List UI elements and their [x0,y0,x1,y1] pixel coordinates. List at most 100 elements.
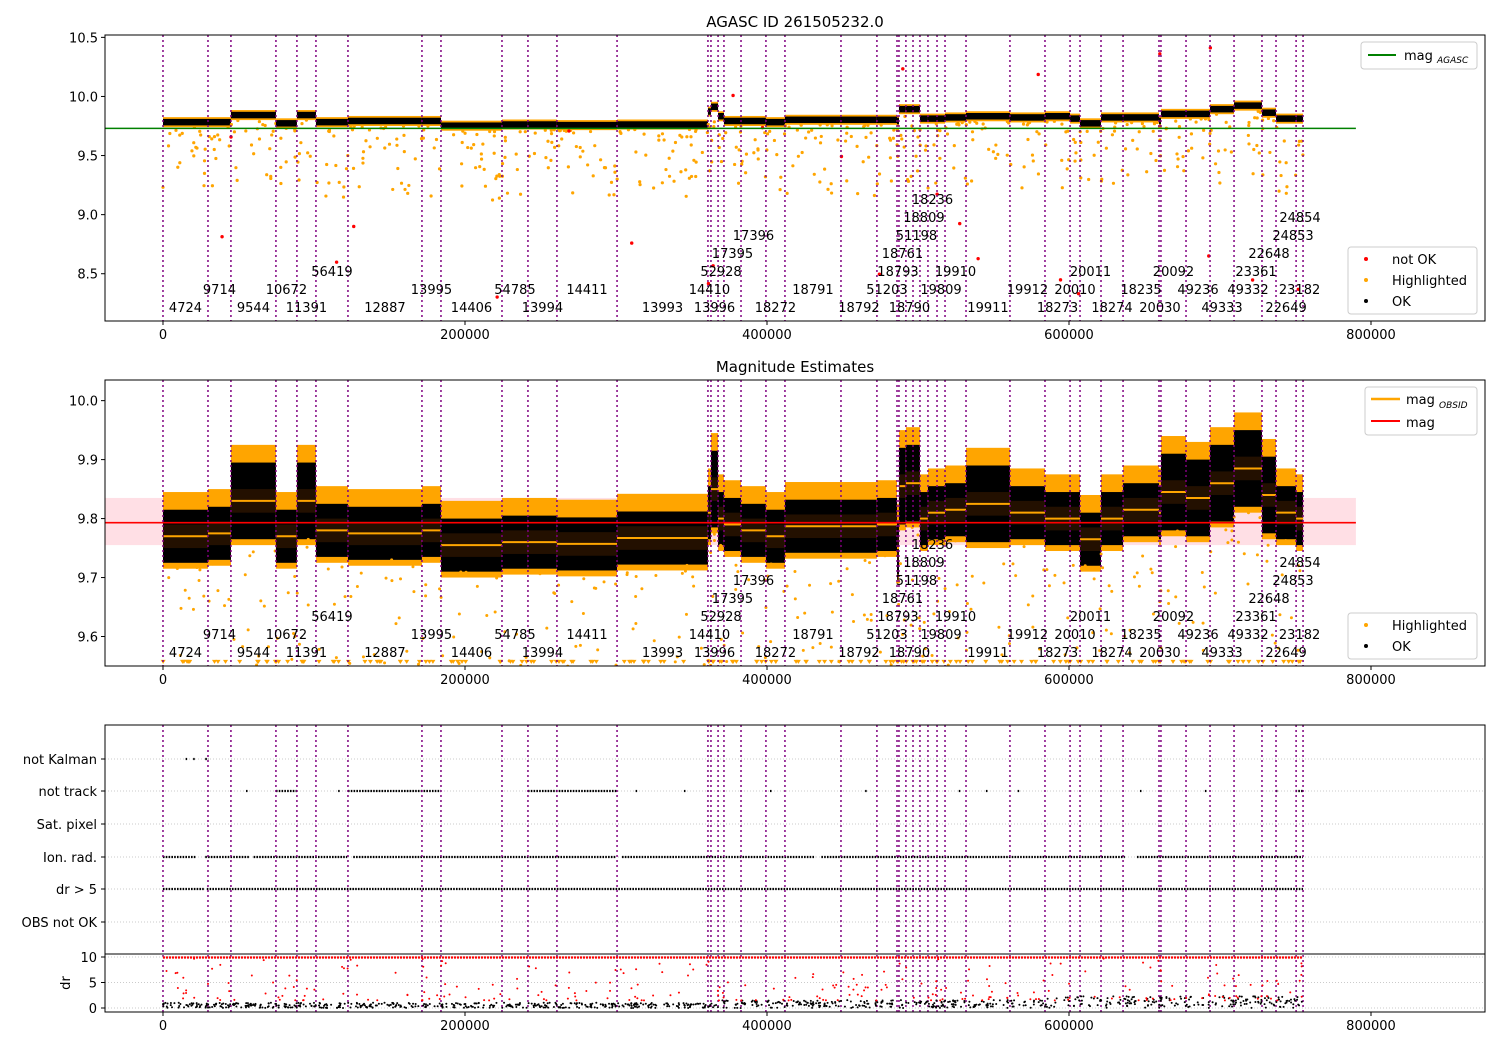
dr-point [755,1003,758,1006]
highlighted-point [424,583,428,587]
dr-point [736,1002,739,1005]
highlighted-point [1265,559,1269,563]
highlighted-point [916,533,920,537]
clipped-low-marker [983,659,989,664]
clipped-low-marker [816,659,822,664]
highlighted-point [472,143,476,147]
highlighted-point [578,643,582,647]
dr-point [532,1004,535,1007]
dr-point [1039,1004,1042,1007]
obsid-label: 23182 [1279,283,1320,298]
dr-not-ok-point [1029,998,1032,1001]
highlighted-point [174,128,178,132]
ok-band [315,118,348,126]
dr-point [177,1001,180,1004]
clipped-low-marker [828,659,834,664]
obsid-label: 49332 [1227,283,1268,298]
dr-tick-label: 0 [89,1002,97,1017]
dr-not-ok-point [216,997,219,1000]
dr-not-ok-point [609,989,612,992]
highlighted-point [733,162,737,167]
highlighted-point [1092,153,1096,157]
highlighted-point [619,131,623,135]
highlighted-point [1073,159,1077,163]
dr-not-ok-point [1151,997,1154,1000]
dr-point [666,1005,669,1008]
dr-not-ok-point [816,995,819,998]
ok-band [937,115,946,122]
dr-point [596,1006,599,1009]
dr-not-ok-point [1256,997,1259,1000]
dr-point [492,1006,495,1009]
dr-point [617,1002,620,1005]
ok-band [1123,114,1159,121]
dr-point [956,999,959,1002]
obsid-label: 13994 [522,646,563,661]
highlighted-point [492,134,496,138]
dr-point [515,1005,518,1008]
highlighted-point [1208,142,1212,146]
dr-point [630,1002,633,1005]
obsid-label: 49333 [1201,646,1242,661]
highlighted-point [952,144,956,148]
dr-point [314,1004,317,1007]
dr-point [195,1005,198,1008]
dr-point [259,1003,262,1006]
legend-sub: OBSID [1439,401,1468,411]
clipped-low-marker [404,659,410,664]
highlighted-point [724,131,728,135]
highlighted-point [634,621,638,625]
dr-point [838,1000,841,1003]
highlighted-point [654,574,658,578]
dr-point [453,1006,456,1009]
dr-not-ok-point [1157,959,1160,962]
dr-point [254,1002,257,1005]
y-tick-label: 9.8 [77,513,98,528]
dr-not-ok-point [642,999,645,1002]
highlighted-point [334,656,338,660]
legend-marker [1364,623,1368,627]
highlighted-point [785,191,789,195]
dr-not-ok-point [988,985,991,988]
highlighted-point [560,137,564,141]
dr-point [1146,1004,1149,1007]
highlighted-point [391,187,395,192]
highlighted-point [970,574,974,578]
highlighted-point [1005,153,1009,157]
highlighted-point [672,179,676,183]
highlighted-point [485,614,489,618]
highlighted-point [325,162,329,167]
highlighted-point [1174,595,1178,599]
highlighted-point [938,129,942,133]
highlighted-point [719,543,723,547]
dr-point [291,1006,294,1009]
dr-point [1108,1001,1111,1004]
highlighted-point [1075,646,1079,650]
highlighted-point [737,148,741,152]
highlighted-point [550,140,554,144]
dr-point [733,1006,736,1009]
dr-not-ok-point [634,995,637,998]
clipped-low-marker [773,659,779,664]
highlighted-point [921,654,925,658]
dr-point [850,1006,853,1009]
highlighted-point [869,613,873,617]
highlighted-point [279,181,283,186]
legend-marker [1364,644,1368,648]
dr-point [269,1001,272,1004]
dr-not-ok-point [227,981,230,984]
dr-not-ok-point [341,965,344,968]
dr-not-ok-point [1160,980,1163,983]
highlighted-point [965,182,969,186]
clipped-low-marker [367,659,373,664]
highlighted-point [251,550,255,554]
dr-not-ok-point [811,976,814,979]
ok-band [945,114,967,121]
dr-not-ok-point [1124,985,1127,988]
obsid-label: 19912 [1007,628,1048,643]
highlighted-point [885,614,889,618]
highlighted-point [441,654,445,658]
highlighted-point [214,156,218,161]
y-tick-label: 10.5 [69,31,98,46]
highlighted-point [892,128,896,132]
